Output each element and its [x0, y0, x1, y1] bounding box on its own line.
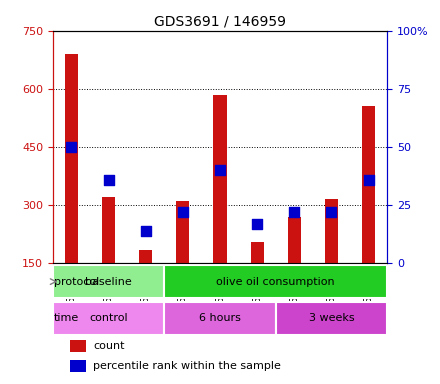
Point	[328, 209, 335, 215]
Point	[105, 177, 112, 183]
Bar	[288, 217, 301, 263]
Point	[216, 167, 224, 173]
FancyBboxPatch shape	[276, 302, 387, 334]
Bar	[362, 106, 375, 263]
Text: control: control	[89, 313, 128, 323]
Bar	[70, 360, 86, 372]
Text: count: count	[93, 341, 125, 351]
Point	[365, 177, 372, 183]
Text: baseline: baseline	[85, 276, 132, 286]
Point	[68, 144, 75, 150]
Bar	[176, 201, 189, 263]
Point	[180, 209, 187, 215]
FancyBboxPatch shape	[53, 302, 164, 334]
Bar	[213, 95, 227, 263]
Text: time: time	[54, 313, 79, 323]
Bar	[102, 197, 115, 263]
Bar	[70, 341, 86, 353]
FancyBboxPatch shape	[53, 265, 164, 298]
Bar	[65, 54, 78, 263]
Bar	[325, 199, 338, 263]
FancyBboxPatch shape	[164, 302, 276, 334]
Text: 6 hours: 6 hours	[199, 313, 241, 323]
FancyBboxPatch shape	[164, 265, 387, 298]
Point	[253, 221, 260, 227]
Text: olive oil consumption: olive oil consumption	[216, 276, 335, 286]
Bar	[251, 242, 264, 263]
Title: GDS3691 / 146959: GDS3691 / 146959	[154, 14, 286, 28]
Text: percentile rank within the sample: percentile rank within the sample	[93, 361, 281, 371]
Text: 3 weeks: 3 weeks	[308, 313, 354, 323]
Bar	[139, 250, 152, 263]
Point	[142, 228, 149, 234]
Point	[291, 209, 298, 215]
Text: protocol: protocol	[54, 276, 99, 286]
